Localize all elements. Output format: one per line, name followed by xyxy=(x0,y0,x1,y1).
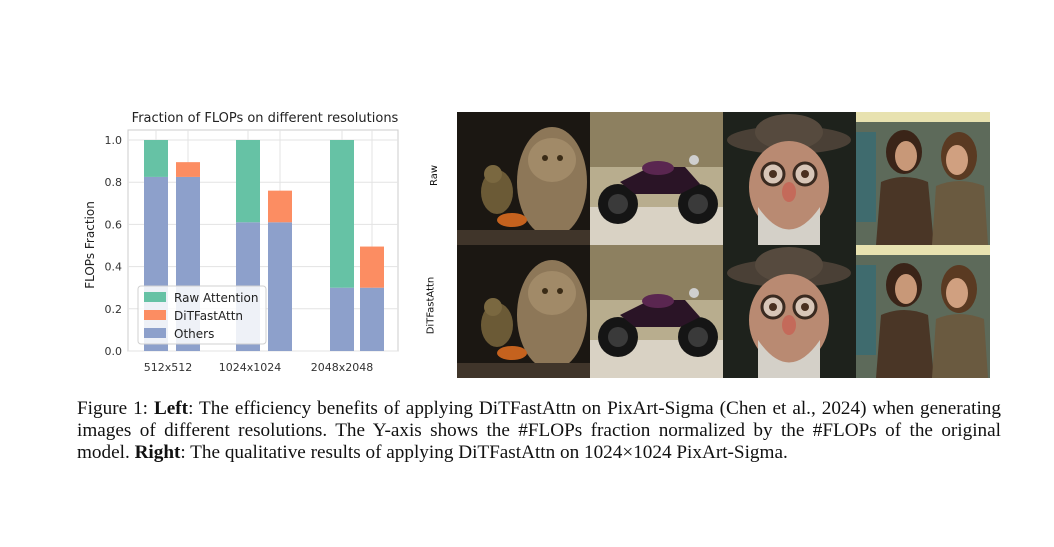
legend-swatch xyxy=(144,310,166,320)
bar-others xyxy=(360,287,384,351)
chart-title: Fraction of FLOPs on different resolutio… xyxy=(132,111,399,126)
image-women-station-ditfastattn xyxy=(856,245,990,378)
caption-prefix: Figure 1: xyxy=(77,398,154,419)
caption-right-text: : The qualitative results of applying Di… xyxy=(180,442,788,463)
row-label-ditfastattn: DiTFastAttn xyxy=(425,276,437,335)
legend-label: Raw Attention xyxy=(174,291,258,305)
caption-right-label: Right xyxy=(134,442,181,463)
figure-caption: Figure 1: Left: The efficiency benefits … xyxy=(77,398,1001,464)
legend-swatch xyxy=(144,328,166,338)
y-tick-label: 0.2 xyxy=(105,303,123,316)
bar-ditfastattn xyxy=(268,190,292,223)
image-cat-bird-raw xyxy=(457,112,590,245)
x-tick-label: 1024x1024 xyxy=(219,361,282,374)
qualitative-results-panel: Raw DiTFastAttn xyxy=(425,110,994,382)
bar-others xyxy=(330,287,354,351)
row-label-raw: Raw xyxy=(429,164,441,187)
y-tick-label: 0.4 xyxy=(105,261,123,274)
legend-label: DiTFastAttn xyxy=(174,309,243,323)
image-motorcycle-raw xyxy=(590,112,723,245)
image-women-station-raw xyxy=(856,112,990,245)
y-axis-label: FLOPs Fraction xyxy=(83,201,97,289)
plot-area: 0.0 0.2 0.4 0.6 0.8 1.0 512x512 1024x1024 2048x2… xyxy=(105,129,399,374)
bar-raw-attention xyxy=(236,140,260,223)
y-tick-label: 0.8 xyxy=(105,176,123,189)
caption-left-text: : The efficiency benefits of applying Di… xyxy=(77,398,1001,463)
bar-ditfastattn xyxy=(176,162,200,177)
bar-raw-attention xyxy=(330,140,354,288)
y-tick-label: 0.0 xyxy=(105,345,123,358)
image-cat-bird-ditfastattn xyxy=(457,245,590,378)
legend-box xyxy=(137,285,267,345)
legend-swatch xyxy=(144,292,166,302)
image-old-man-ditfastattn xyxy=(723,245,856,378)
caption-left-label: Left xyxy=(153,398,189,419)
bar-ditfastattn xyxy=(360,246,384,288)
y-tick-label: 0.6 xyxy=(105,218,123,231)
y-tick-label: 1.0 xyxy=(105,134,123,147)
flops-fraction-chart: Fraction of FLOPs on different resolutio… xyxy=(83,111,399,374)
bar-raw-attention xyxy=(144,140,168,177)
legend-label: Others xyxy=(174,327,214,341)
image-old-man-raw xyxy=(723,112,856,245)
x-tick-label: 512x512 xyxy=(144,361,193,374)
image-motorcycle-ditfastattn xyxy=(590,245,723,378)
x-tick-label: 2048x2048 xyxy=(311,361,374,374)
bar-others xyxy=(268,222,292,351)
